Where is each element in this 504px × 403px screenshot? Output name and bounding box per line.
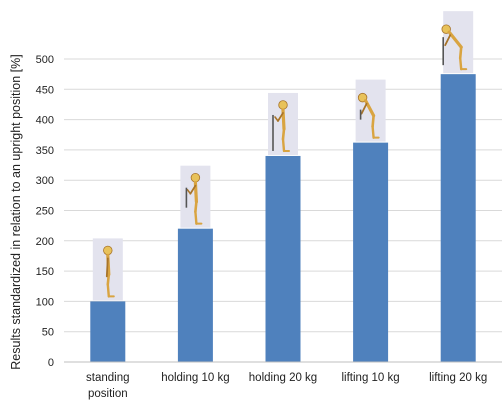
figure-limb — [447, 30, 463, 49]
bar — [90, 301, 126, 362]
y-tick-label: 450 — [36, 84, 54, 96]
y-tick-label: 350 — [36, 145, 54, 157]
y-tick-label: 100 — [36, 296, 54, 308]
bar — [177, 228, 213, 362]
figure-limb — [458, 45, 463, 60]
y-axis-title: Results standardized in relation to an u… — [9, 54, 23, 369]
holding-load-figure-icon — [180, 165, 211, 228]
bar — [265, 155, 301, 362]
bar — [353, 142, 389, 362]
y-tick-label: 400 — [36, 115, 54, 127]
upright-posture-figure-icon — [92, 238, 123, 301]
figure-limb — [281, 127, 286, 141]
bent-lifting-figure-icon — [355, 79, 386, 142]
deep-bent-lifting-figure-icon — [441, 11, 474, 74]
y-tick-label: 200 — [36, 236, 54, 248]
y-tick-label: 250 — [36, 206, 54, 218]
figure-limb — [186, 188, 192, 195]
x-category-label: lifting 10 kg — [342, 372, 400, 384]
figure-limb — [371, 125, 375, 139]
figure-limb — [106, 283, 111, 298]
figure-limb — [277, 112, 284, 122]
y-tick-label: 150 — [36, 266, 54, 278]
figure-limb — [444, 34, 452, 47]
y-axis-ticks: 0 50 100 150 200 250 300 350 400 450 500 — [36, 54, 54, 369]
x-category-label: holding 20 kg — [249, 372, 317, 384]
posture-figures — [92, 11, 474, 301]
figure-limb — [194, 200, 198, 213]
x-category-label-line2: position — [88, 388, 128, 400]
figure-head — [103, 245, 113, 256]
figure-limb — [281, 137, 286, 153]
bars — [90, 74, 476, 363]
figure-limb — [274, 116, 279, 122]
bar — [440, 74, 476, 363]
x-category-label: standing — [86, 372, 129, 384]
figure-head — [190, 172, 201, 183]
y-tick-label: 0 — [48, 357, 54, 369]
figure-limb — [106, 273, 111, 286]
x-category-label: holding 10 kg — [161, 372, 229, 384]
figure-limb — [194, 210, 198, 225]
x-axis-labels: standing position holding 10 kg holding 20 … — [86, 372, 487, 400]
holding-heavy-load-figure-icon — [268, 92, 298, 155]
figure-limb — [360, 102, 368, 115]
figure-limb — [105, 257, 109, 278]
y-tick-label: 500 — [36, 54, 54, 66]
figure-limb — [371, 114, 375, 128]
x-category-label: lifting 20 kg — [429, 372, 487, 384]
figure-head — [278, 100, 288, 110]
figure-limb — [189, 184, 197, 195]
figure-limb — [459, 56, 463, 71]
y-tick-label: 300 — [36, 175, 54, 187]
y-tick-label: 50 — [42, 327, 54, 339]
